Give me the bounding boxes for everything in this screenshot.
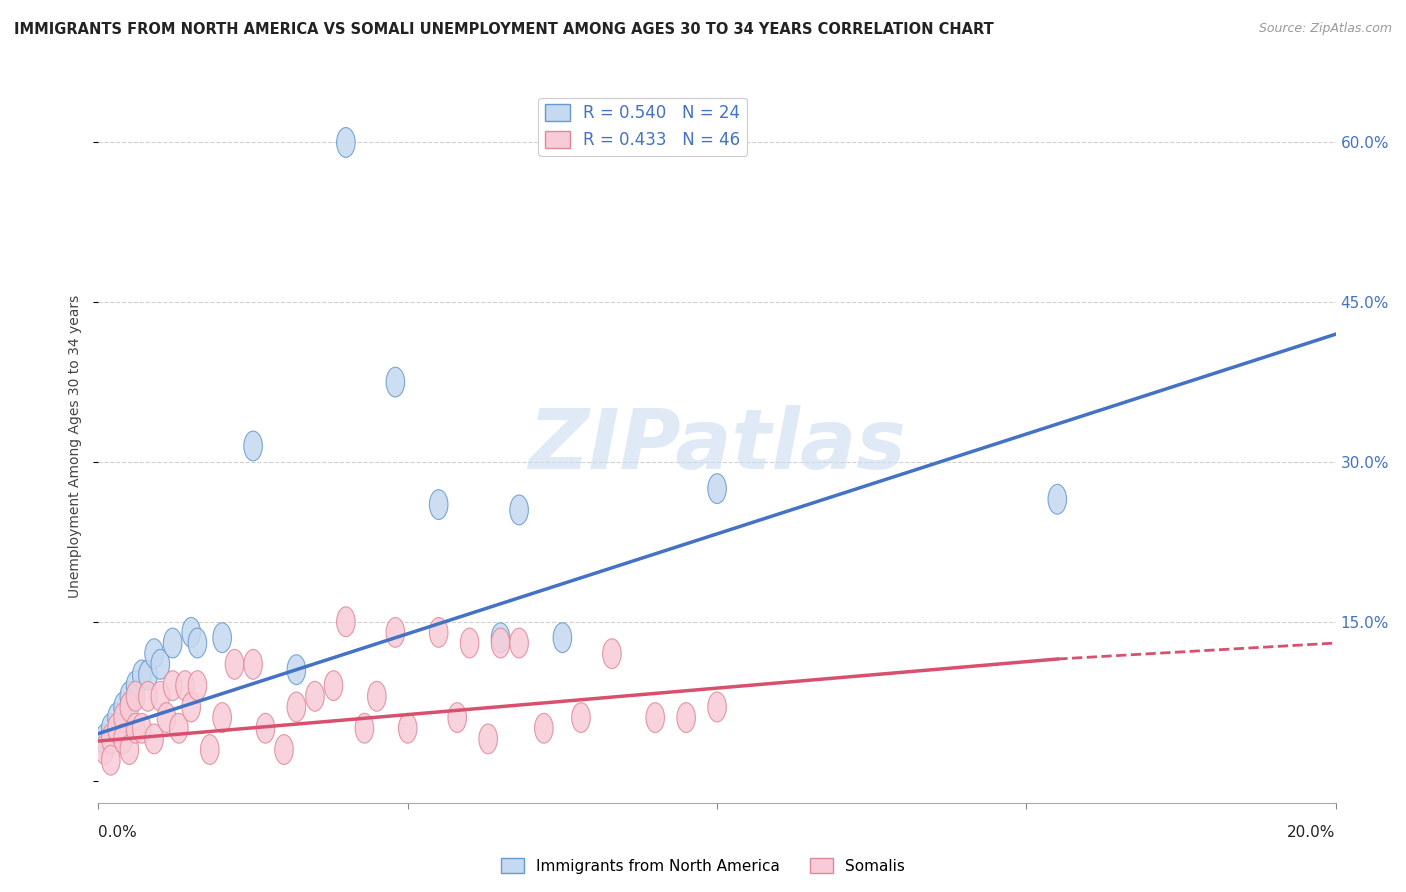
Ellipse shape <box>188 628 207 658</box>
Ellipse shape <box>510 628 529 658</box>
Ellipse shape <box>163 671 181 700</box>
Ellipse shape <box>108 714 127 743</box>
Text: 0.0%: 0.0% <box>98 825 138 840</box>
Ellipse shape <box>127 714 145 743</box>
Ellipse shape <box>114 692 132 722</box>
Ellipse shape <box>132 714 150 743</box>
Ellipse shape <box>225 649 243 679</box>
Legend: Immigrants from North America, Somalis: Immigrants from North America, Somalis <box>495 852 911 880</box>
Ellipse shape <box>534 714 553 743</box>
Ellipse shape <box>170 714 188 743</box>
Ellipse shape <box>553 623 572 653</box>
Ellipse shape <box>243 649 263 679</box>
Ellipse shape <box>145 724 163 754</box>
Ellipse shape <box>120 692 139 722</box>
Ellipse shape <box>572 703 591 732</box>
Ellipse shape <box>181 617 201 648</box>
Ellipse shape <box>676 703 696 732</box>
Ellipse shape <box>101 746 120 775</box>
Ellipse shape <box>120 735 139 764</box>
Ellipse shape <box>429 617 449 648</box>
Ellipse shape <box>181 692 201 722</box>
Ellipse shape <box>287 692 305 722</box>
Ellipse shape <box>336 607 356 637</box>
Ellipse shape <box>212 703 232 732</box>
Ellipse shape <box>460 628 479 658</box>
Ellipse shape <box>114 724 132 754</box>
Ellipse shape <box>139 660 157 690</box>
Ellipse shape <box>139 681 157 711</box>
Ellipse shape <box>603 639 621 669</box>
Ellipse shape <box>479 724 498 754</box>
Ellipse shape <box>449 703 467 732</box>
Ellipse shape <box>491 623 510 653</box>
Ellipse shape <box>127 681 145 711</box>
Ellipse shape <box>188 671 207 700</box>
Ellipse shape <box>274 735 294 764</box>
Ellipse shape <box>101 724 120 754</box>
Text: IMMIGRANTS FROM NORTH AMERICA VS SOMALI UNEMPLOYMENT AMONG AGES 30 TO 34 YEARS C: IMMIGRANTS FROM NORTH AMERICA VS SOMALI … <box>14 22 994 37</box>
Ellipse shape <box>491 628 510 658</box>
Ellipse shape <box>387 368 405 397</box>
Ellipse shape <box>243 431 263 461</box>
Ellipse shape <box>145 639 163 669</box>
Ellipse shape <box>429 490 449 519</box>
Ellipse shape <box>201 735 219 764</box>
Text: ZIPatlas: ZIPatlas <box>529 406 905 486</box>
Ellipse shape <box>256 714 274 743</box>
Ellipse shape <box>356 714 374 743</box>
Ellipse shape <box>157 703 176 732</box>
Ellipse shape <box>510 495 529 524</box>
Ellipse shape <box>176 671 194 700</box>
Ellipse shape <box>163 628 181 658</box>
Ellipse shape <box>212 623 232 653</box>
Ellipse shape <box>707 692 727 722</box>
Ellipse shape <box>707 474 727 503</box>
Ellipse shape <box>287 655 305 684</box>
Ellipse shape <box>96 724 114 754</box>
Ellipse shape <box>305 681 325 711</box>
Ellipse shape <box>114 703 132 732</box>
Legend: R = 0.540   N = 24, R = 0.433   N = 46: R = 0.540 N = 24, R = 0.433 N = 46 <box>538 97 747 155</box>
Ellipse shape <box>127 671 145 700</box>
Ellipse shape <box>108 703 127 732</box>
Ellipse shape <box>101 714 120 743</box>
Y-axis label: Unemployment Among Ages 30 to 34 years: Unemployment Among Ages 30 to 34 years <box>69 294 83 598</box>
Text: Source: ZipAtlas.com: Source: ZipAtlas.com <box>1258 22 1392 36</box>
Ellipse shape <box>325 671 343 700</box>
Ellipse shape <box>1047 484 1067 514</box>
Ellipse shape <box>387 617 405 648</box>
Text: 20.0%: 20.0% <box>1288 825 1336 840</box>
Ellipse shape <box>132 660 150 690</box>
Ellipse shape <box>398 714 418 743</box>
Ellipse shape <box>120 681 139 711</box>
Ellipse shape <box>150 649 170 679</box>
Ellipse shape <box>645 703 665 732</box>
Ellipse shape <box>150 681 170 711</box>
Ellipse shape <box>367 681 387 711</box>
Ellipse shape <box>96 735 114 764</box>
Ellipse shape <box>336 128 356 157</box>
